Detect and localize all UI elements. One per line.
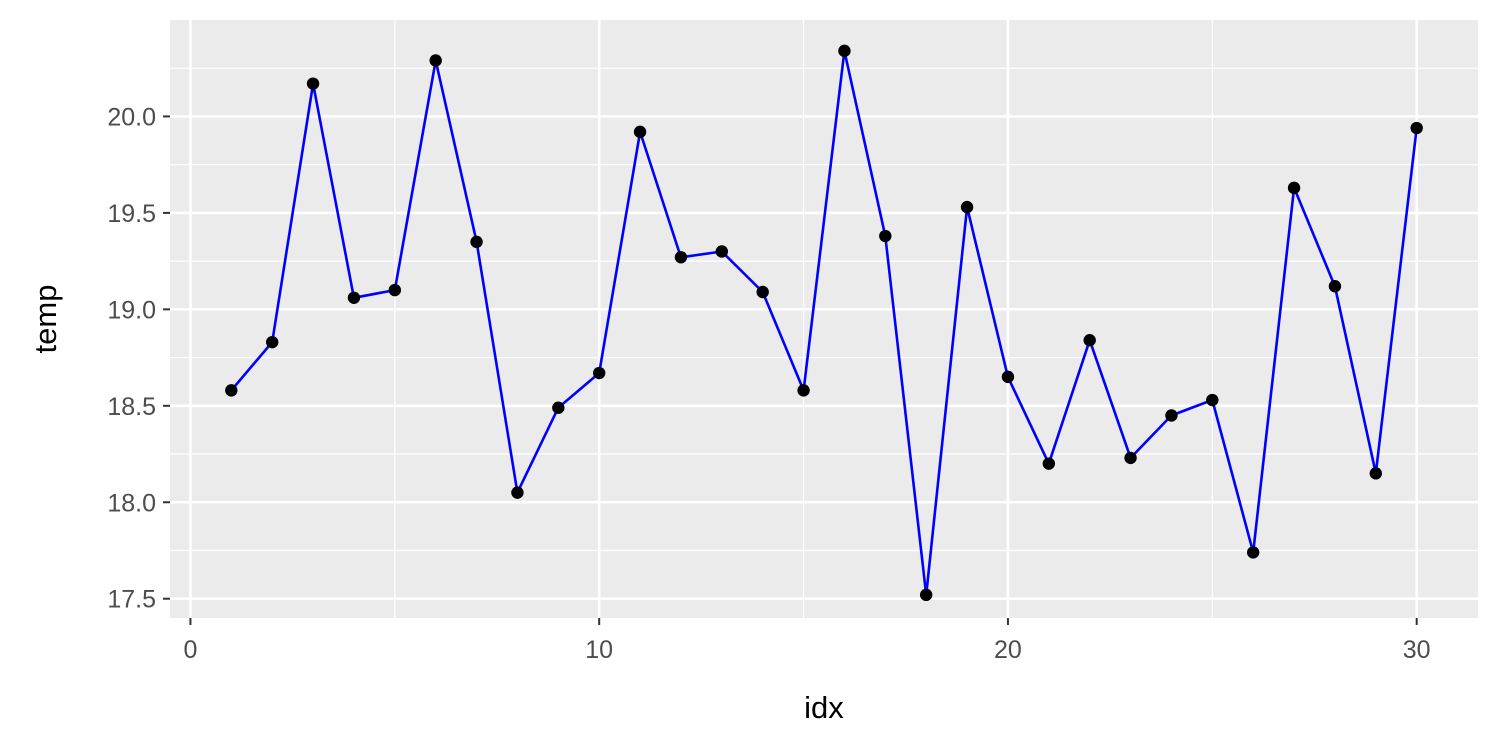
data-point (265, 335, 279, 349)
data-point (879, 229, 892, 243)
data-point (919, 588, 933, 602)
data-point (1206, 393, 1219, 407)
temp-series-line (230, 49, 1418, 597)
y-tick-label: 18.5 (107, 393, 156, 421)
y-axis: 17.5 18.0 18.5 19.0 19.5 20.0 (107, 103, 170, 614)
data-point (1328, 280, 1342, 293)
data-point (1124, 451, 1137, 465)
data-point (1165, 409, 1178, 422)
x-tick-label: 30 (1403, 636, 1431, 664)
data-point (347, 291, 361, 304)
data-point (388, 283, 402, 297)
x-axis: 0 10 20 30 (183, 618, 1431, 664)
data-point (674, 251, 688, 264)
data-point (797, 384, 810, 397)
data-point (225, 384, 238, 397)
data-point (552, 401, 565, 414)
data-point (1246, 546, 1260, 559)
minor-gridlines (170, 20, 1478, 618)
data-point (1287, 181, 1301, 195)
data-point (1083, 334, 1096, 347)
x-tick-label: 0 (183, 636, 197, 664)
data-point (1001, 370, 1015, 384)
x-tick-label: 20 (994, 636, 1022, 664)
plot-panel (170, 20, 1478, 618)
y-tick-label: 19.0 (107, 296, 156, 324)
y-tick-label: 18.0 (107, 489, 156, 517)
data-point (306, 77, 320, 90)
data-point (838, 44, 851, 58)
series-line-path (230, 49, 1418, 597)
data-point (1042, 457, 1056, 470)
x-axis-title: idx (804, 690, 844, 725)
x-tick-label: 10 (585, 636, 613, 664)
data-point (592, 366, 606, 380)
y-tick-label: 17.5 (107, 586, 156, 614)
data-point (511, 486, 524, 499)
data-point (1369, 467, 1383, 480)
temp-series-points (225, 44, 1423, 602)
y-tick-label: 19.5 (107, 200, 156, 228)
y-axis-title: temp (28, 285, 63, 354)
data-point (715, 245, 729, 258)
data-point (960, 200, 974, 214)
data-point (756, 285, 769, 299)
data-point (633, 125, 647, 139)
data-point (470, 235, 483, 249)
data-point (429, 54, 442, 67)
data-point (1410, 121, 1423, 135)
y-tick-label: 20.0 (107, 103, 156, 131)
